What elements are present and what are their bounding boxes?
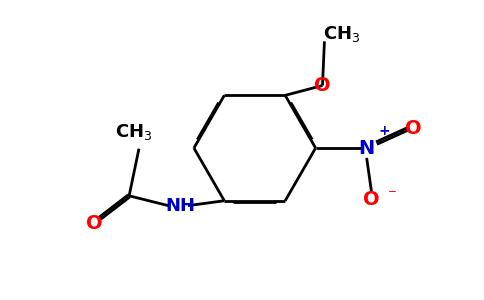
Text: O: O	[363, 190, 380, 208]
Text: +: +	[378, 124, 390, 138]
Text: CH$_3$: CH$_3$	[115, 122, 153, 142]
Text: N: N	[359, 139, 375, 158]
Text: CH$_3$: CH$_3$	[323, 23, 361, 44]
Text: NH: NH	[165, 196, 195, 214]
Text: O: O	[314, 76, 331, 95]
Text: O: O	[87, 214, 103, 233]
Text: $^-$: $^-$	[385, 189, 397, 204]
Text: O: O	[406, 119, 422, 138]
